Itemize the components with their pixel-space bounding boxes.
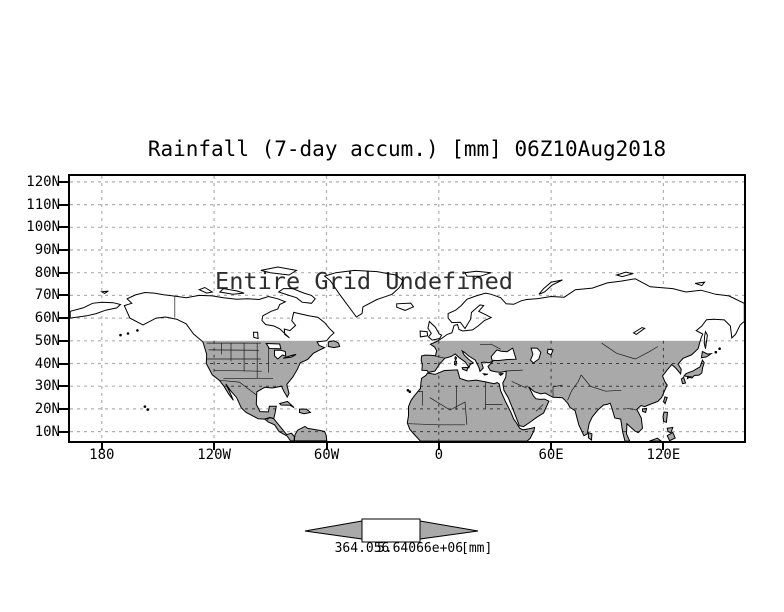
graticule-gray <box>70 176 744 441</box>
colorbar-left-value: 364.056 <box>334 541 390 556</box>
y-axis-tick <box>59 407 68 410</box>
colorbar-right-arrow <box>419 520 479 540</box>
x-axis-tick <box>100 442 103 450</box>
chart-title: Rainfall (7-day accum.) [mm] 06Z10Aug201… <box>147 137 667 161</box>
x-axis-tick <box>213 442 216 450</box>
y-axis-tick <box>59 249 68 251</box>
grid-undefined-annotation: Entire Grid Undefined <box>215 269 513 295</box>
colorbar-middle-box <box>361 518 421 543</box>
y-axis-tick <box>59 339 68 342</box>
x-axis-tick-label: 120W <box>197 447 231 463</box>
colorbar <box>304 518 479 543</box>
x-axis-tick <box>550 442 553 450</box>
y-axis-tick <box>59 180 68 183</box>
y-axis-tick-label: 70N <box>34 287 60 304</box>
y-axis-tick <box>59 430 68 433</box>
x-axis-tick <box>662 442 665 450</box>
small-islands-layer <box>119 329 721 411</box>
y-axis-tick <box>59 226 68 229</box>
y-axis-tick <box>59 271 68 274</box>
y-axis-tick-label: 50N <box>34 332 60 349</box>
x-axis-tick <box>325 442 328 450</box>
colorbar-left-arrow <box>304 520 363 540</box>
y-axis-tick-label: 10N <box>34 423 60 440</box>
x-axis-tick-label: 0 <box>434 447 444 463</box>
x-axis-tick-label: 60E <box>538 447 564 463</box>
y-axis-tick <box>59 294 68 297</box>
x-axis-tick <box>437 442 440 450</box>
plot-frame <box>68 174 746 443</box>
colorbar-right-value: 5.64066e+06 <box>376 541 464 556</box>
y-axis-tick-label: 120N <box>26 173 60 190</box>
y-axis-tick-label: 40N <box>34 355 60 372</box>
x-axis-tick-label: 180 <box>89 447 115 463</box>
colorbar-units: [mm] <box>461 541 493 556</box>
y-axis-tick <box>59 385 68 388</box>
coastline-layer <box>70 266 744 441</box>
y-axis-tick-label: 60N <box>34 310 60 327</box>
y-axis-tick-label: 30N <box>34 378 60 395</box>
y-axis-tick <box>59 317 68 320</box>
y-axis-tick-label: 90N <box>34 242 60 258</box>
y-axis-tick-label: 80N <box>34 264 60 281</box>
y-axis-tick <box>59 362 68 365</box>
x-axis-tick-label: 120E <box>646 447 681 463</box>
lakes-layer <box>252 327 646 364</box>
map-canvas: Entire Grid Undefined <box>70 176 744 441</box>
y-axis-tick-label: 20N <box>34 400 60 417</box>
y-axis-tick-label: 100N <box>26 219 60 236</box>
x-axis-tick-label: 60W <box>313 447 340 463</box>
y-axis-tick <box>59 203 68 206</box>
y-axis-tick-label: 110N <box>26 196 60 213</box>
